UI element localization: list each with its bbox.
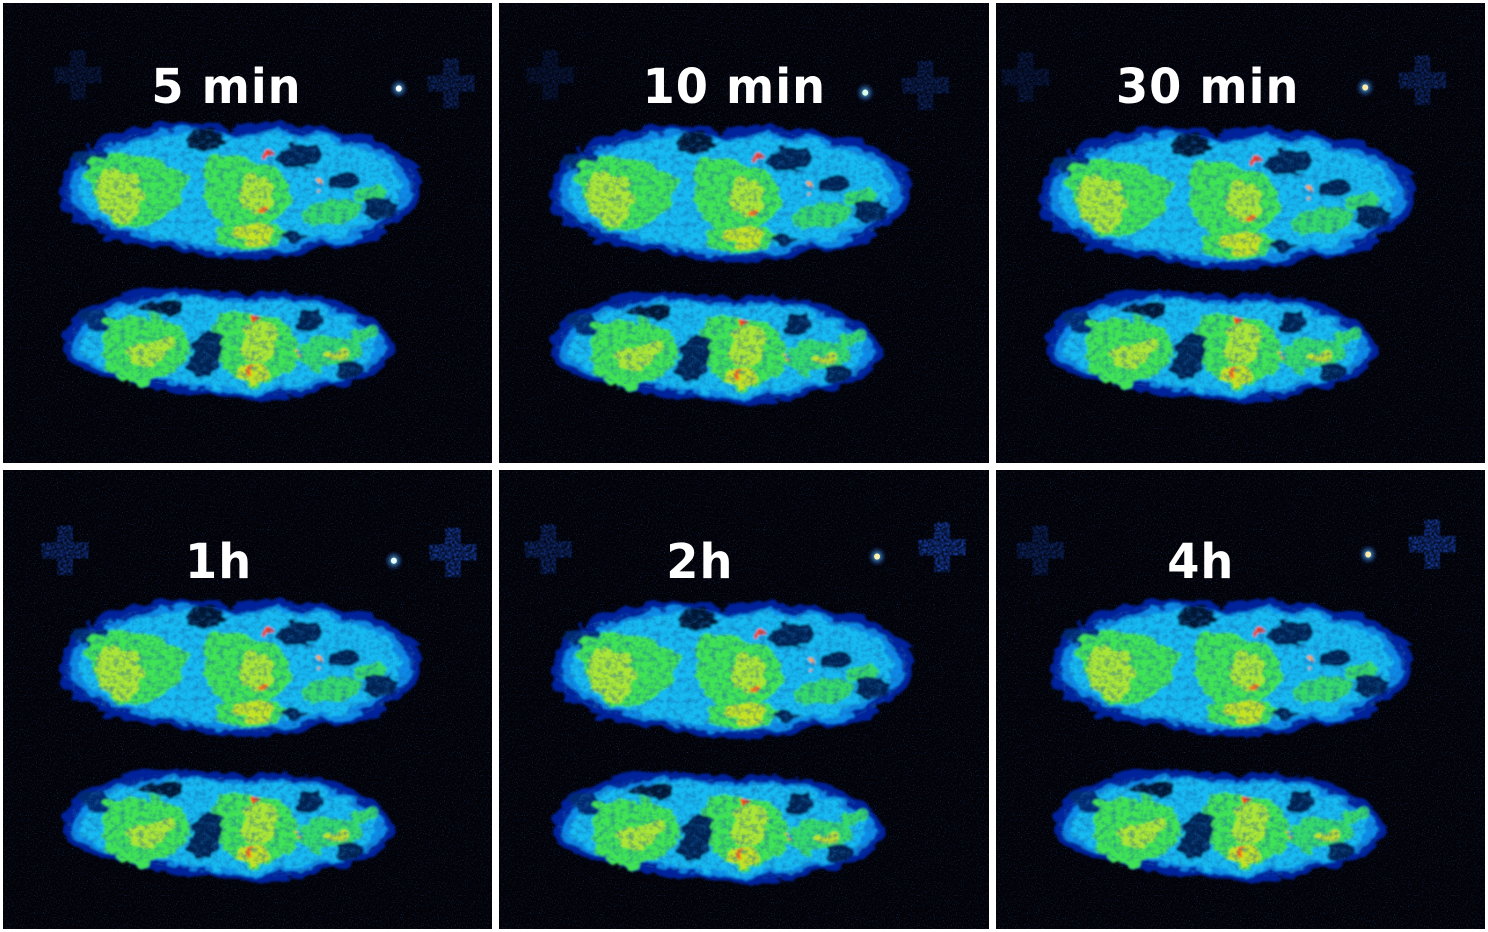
autoradiograph-image: 30 min: [996, 3, 1485, 463]
calibration-dot: [388, 78, 409, 99]
autoradiograph-image: 5 min: [3, 3, 492, 463]
timepoint-label: 2h: [667, 534, 734, 590]
calibration-dot: [1355, 77, 1375, 98]
panel-10min: 10 min: [499, 3, 989, 463]
panel-2h: 2h: [499, 469, 989, 930]
timepoint-label: 1h: [185, 534, 252, 590]
panel-5min: 5 min: [3, 3, 493, 463]
timepoint-label: 4h: [1167, 534, 1234, 590]
timepoint-label: 5 min: [151, 59, 301, 115]
calibration-dot: [855, 82, 876, 103]
autoradiograph-image: 4h: [996, 470, 1485, 930]
autoradiograph-image: 1h: [3, 470, 492, 930]
panel-30min: 30 min: [995, 3, 1485, 463]
autoradiograph-image: 10 min: [499, 3, 988, 463]
calibration-dot: [384, 549, 404, 571]
calibration-dot: [1357, 543, 1378, 565]
calibration-dot: [867, 545, 888, 567]
timepoint-label: 10 min: [643, 59, 826, 115]
panel-1h: 1h: [3, 469, 493, 930]
timepoint-label: 30 min: [1116, 59, 1299, 115]
panel-4h: 4h: [995, 469, 1485, 930]
autoradiograph-image: 2h: [499, 470, 988, 930]
